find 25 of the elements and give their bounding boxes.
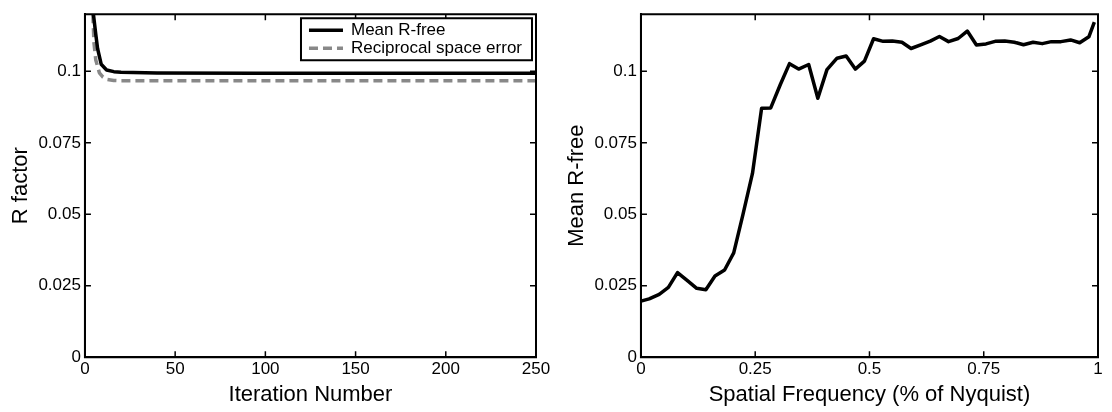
x-tick-label: 0.5 — [857, 359, 882, 379]
y-tick-label: 0.1 — [613, 61, 637, 81]
y-tick-label: 0.05 — [47, 203, 81, 223]
y-axis-title: Mean R-free — [563, 124, 589, 247]
y-tick-label: 0.1 — [57, 61, 81, 81]
y-axis-title: R factor — [7, 147, 33, 225]
y-tick-label: 0.05 — [603, 203, 637, 223]
x-axis-title: Iteration Number — [228, 380, 393, 406]
x-tick-label: 50 — [165, 359, 185, 379]
legend-label: Reciprocal space error — [350, 37, 523, 57]
y-tick-label: 0.075 — [594, 132, 637, 152]
y-tick-label: 0.075 — [38, 132, 81, 152]
x-tick-label: 0.75 — [967, 359, 1001, 379]
x-tick-label: 200 — [431, 359, 460, 379]
x-tick-label: 150 — [341, 359, 370, 379]
x-tick-label: 0.25 — [738, 359, 772, 379]
legend-label: Mean R-free — [350, 19, 446, 39]
y-tick-label: 0.025 — [38, 275, 81, 295]
y-tick-label: 0 — [627, 346, 637, 366]
y-tick-label: 0.025 — [594, 275, 637, 295]
y-tick-label: 0 — [71, 346, 81, 366]
x-tick-label: 250 — [521, 359, 551, 379]
x-tick-label: 100 — [251, 359, 280, 379]
x-tick-label: 1 — [1093, 359, 1103, 379]
x-axis-title: Spatial Frequency (% of Nyquist) — [708, 380, 1031, 406]
